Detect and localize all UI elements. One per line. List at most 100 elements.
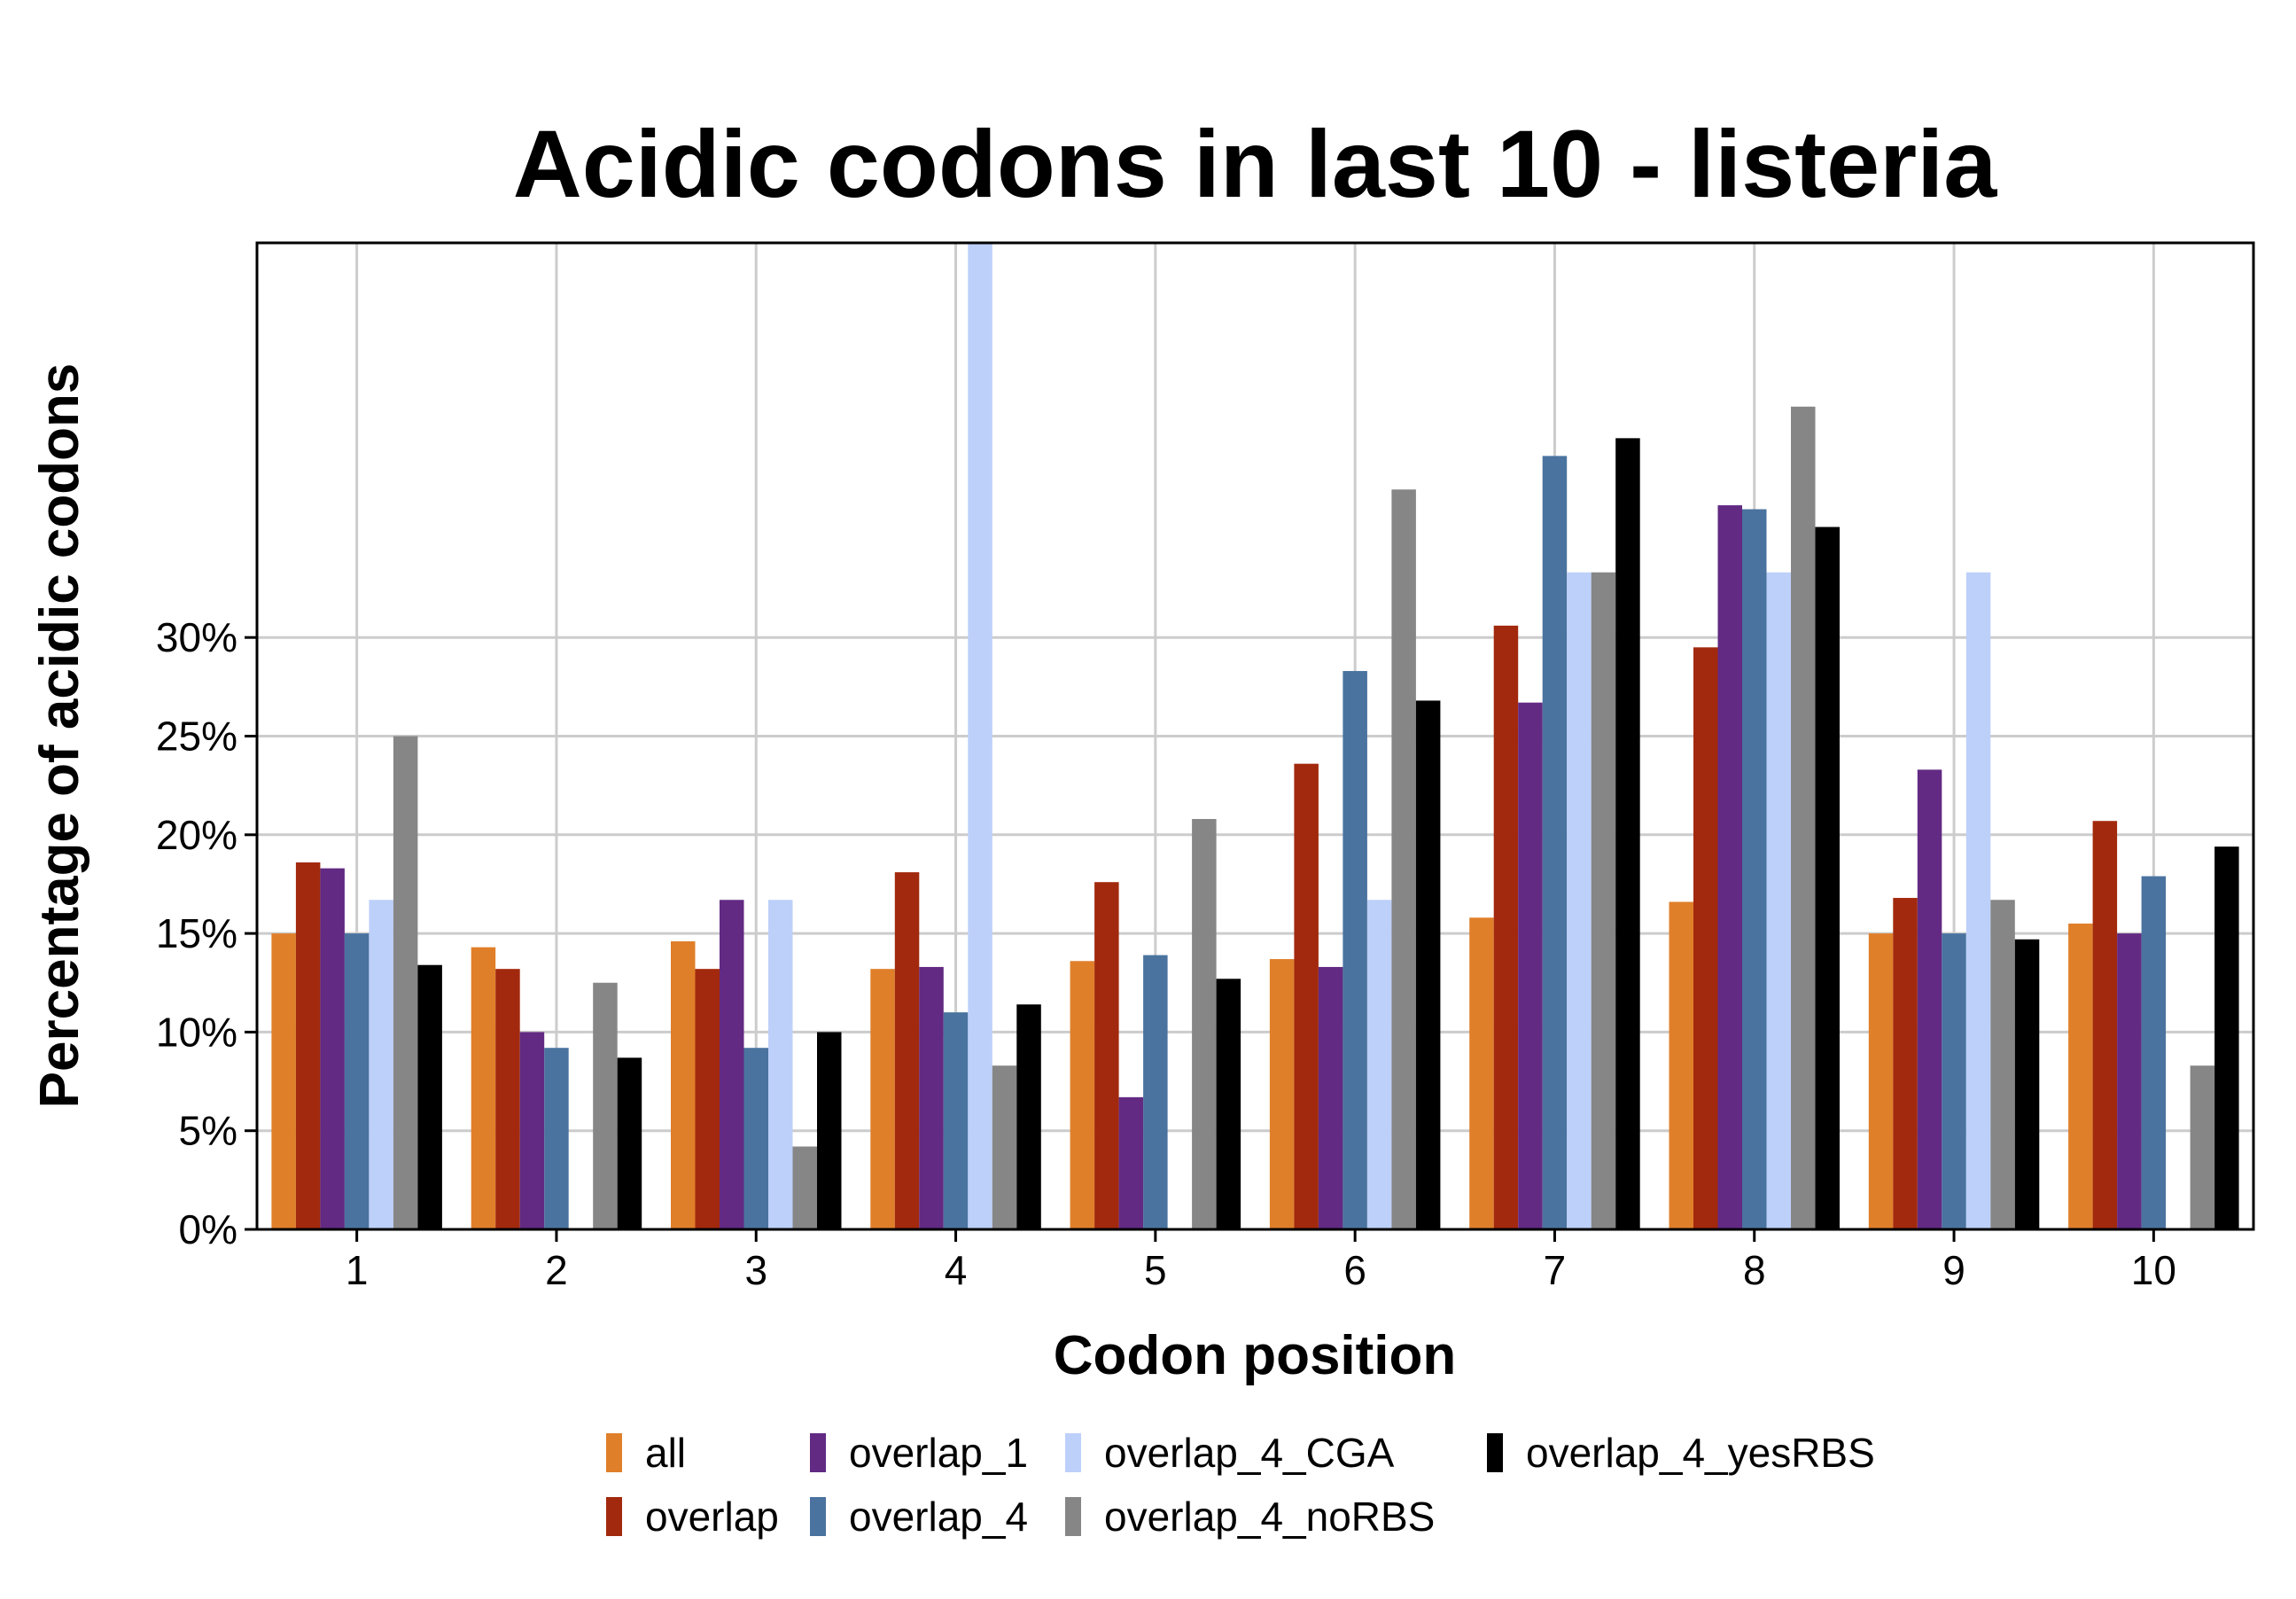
y-tick-label: 0% [179, 1206, 237, 1252]
legend: all overlap overlap_1 overlap_4 overlap_4_CG… [606, 1430, 1875, 1540]
bar-overlap-1-10 [2117, 933, 2142, 1229]
legend-label-overlap: overlap [645, 1494, 779, 1540]
bar-overlap-4 [894, 872, 920, 1229]
x-tick-label: 7 [1544, 1247, 1567, 1293]
bar-overlap-4-3 [743, 1048, 768, 1229]
bar-overlap-5 [1094, 882, 1119, 1229]
bar-overlap-4-noRBS-2 [593, 982, 618, 1229]
x-tick-label: 2 [545, 1247, 568, 1293]
x-tick-label: 1 [346, 1247, 369, 1293]
bar-overlap-4-7 [1542, 456, 1568, 1229]
legend-label-overlap-4: overlap_4 [849, 1494, 1028, 1540]
bar-all-9 [1868, 933, 1894, 1229]
bar-overlap-4-yesRBS-4 [1016, 1004, 1041, 1229]
bar-overlap-4-noRBS-3 [792, 1146, 817, 1229]
bar-overlap-1 [295, 862, 321, 1229]
legend-label-overlap-4-CGA: overlap_4_CGA [1104, 1430, 1395, 1476]
bar-overlap-1-5 [1118, 1096, 1144, 1229]
bar-overlap-4-yesRBS-5 [1216, 979, 1241, 1229]
y-tick-label: 20% [156, 812, 237, 858]
x-axis: 1 2 3 4 5 6 7 8 9 10 [346, 1229, 2176, 1293]
bar-overlap-4-yesRBS-3 [817, 1032, 842, 1229]
legend-swatch-overlap-4-noRBS [1065, 1497, 1081, 1536]
y-tick-label: 25% [156, 714, 237, 760]
bar-overlap-4-2 [544, 1048, 569, 1229]
bar-overlap-4-10 [2141, 876, 2167, 1229]
y-tick-label: 10% [156, 1009, 237, 1055]
x-tick-label: 8 [1743, 1247, 1766, 1293]
bar-overlap-4-CGA-1 [369, 900, 393, 1229]
bar-overlap-10 [2092, 821, 2118, 1229]
bar-overlap-2 [495, 969, 520, 1229]
bar-overlap-1-3 [720, 900, 744, 1229]
bar-overlap-4-yesRBS-10 [2214, 846, 2239, 1229]
x-tick-label: 9 [1942, 1247, 1965, 1293]
bar-overlap-1-6 [1318, 966, 1343, 1229]
bar-all-4 [870, 969, 895, 1229]
bar-overlap-4-8 [1742, 509, 1767, 1229]
x-tick-label: 4 [945, 1247, 968, 1293]
legend-swatch-overlap-4 [810, 1497, 826, 1536]
bar-overlap-4-CGA-8 [1766, 572, 1791, 1229]
bar-overlap-1-1 [320, 868, 345, 1229]
bar-overlap-4-noRBS-6 [1391, 489, 1416, 1229]
chart-title: Acidic codons in last 10 - listeria [513, 110, 1997, 217]
legend-label-all: all [645, 1430, 686, 1476]
bar-overlap-4-9 [1942, 933, 1966, 1229]
bar-overlap-7 [1493, 625, 1519, 1229]
y-tick-label: 5% [179, 1108, 237, 1154]
y-tick-label: 15% [156, 910, 237, 956]
bar-overlap-4-noRBS-1 [393, 736, 418, 1229]
bar-overlap-3 [695, 969, 720, 1229]
bar-overlap-4-4 [943, 1012, 969, 1229]
bar-overlap-4-yesRBS-2 [617, 1057, 642, 1229]
plot-area [255, 241, 2255, 1231]
legend-swatch-all [606, 1433, 622, 1472]
legend-swatch-overlap-4-CGA [1065, 1433, 1081, 1472]
bar-overlap-4-1 [344, 933, 370, 1229]
bar-all-6 [1269, 959, 1295, 1229]
bar-overlap-4-noRBS-4 [992, 1065, 1017, 1229]
bar-overlap-4-5 [1143, 955, 1168, 1229]
bar-overlap-4-noRBS-7 [1591, 572, 1616, 1229]
bar-all-10 [2068, 923, 2093, 1229]
x-tick-label: 10 [2131, 1247, 2176, 1293]
bar-all-7 [1469, 917, 1494, 1229]
bar-overlap-1-7 [1518, 702, 1543, 1229]
bar-overlap-4-6 [1343, 671, 1367, 1229]
y-axis: 0% 5% 10% 15% 20% 25% 30% [156, 614, 257, 1252]
legend-label-overlap-1: overlap_1 [849, 1430, 1028, 1476]
bar-overlap-4-noRBS-10 [2190, 1065, 2215, 1229]
bar-overlap-4-yesRBS-6 [1415, 700, 1441, 1229]
bar-all-1 [271, 933, 296, 1229]
x-tick-label: 5 [1144, 1247, 1167, 1293]
bar-overlap-1-4 [919, 966, 944, 1229]
bar-overlap-6 [1294, 763, 1319, 1229]
bar-overlap-1-2 [519, 1032, 545, 1229]
x-tick-label: 3 [744, 1247, 767, 1293]
legend-label-overlap-4-yesRBS: overlap_4_yesRBS [1526, 1430, 1875, 1476]
bar-overlap-8 [1693, 647, 1718, 1229]
bar-overlap-4-CGA-3 [768, 900, 793, 1229]
bar-overlap-4-CGA-7 [1567, 572, 1592, 1229]
bar-overlap-9 [1893, 898, 1918, 1229]
legend-swatch-overlap-1 [810, 1433, 826, 1472]
bar-overlap-4-noRBS-5 [1192, 818, 1217, 1229]
legend-swatch-overlap-4-yesRBS [1487, 1433, 1503, 1472]
legend-label-overlap-4-noRBS: overlap_4_noRBS [1104, 1494, 1435, 1540]
bar-overlap-4-yesRBS-8 [1815, 526, 1840, 1229]
bar-all-8 [1669, 901, 1693, 1229]
legend-swatch-overlap [606, 1497, 622, 1536]
bar-overlap-4-CGA-4 [968, 243, 992, 1229]
bar-overlap-4-yesRBS-9 [2014, 939, 2040, 1229]
x-axis-title: Codon position [1054, 1325, 1457, 1386]
bar-all-3 [671, 941, 696, 1229]
y-tick-label: 30% [156, 614, 237, 660]
bar-overlap-4-yesRBS-1 [417, 964, 442, 1229]
bar-overlap-4-CGA-6 [1366, 900, 1392, 1229]
bar-overlap-4-noRBS-9 [1990, 900, 2015, 1229]
bar-overlap-1-9 [1917, 769, 1942, 1229]
bar-overlap-4-yesRBS-7 [1615, 438, 1640, 1229]
y-axis-title: Percentage of acidic codons [29, 363, 90, 1109]
